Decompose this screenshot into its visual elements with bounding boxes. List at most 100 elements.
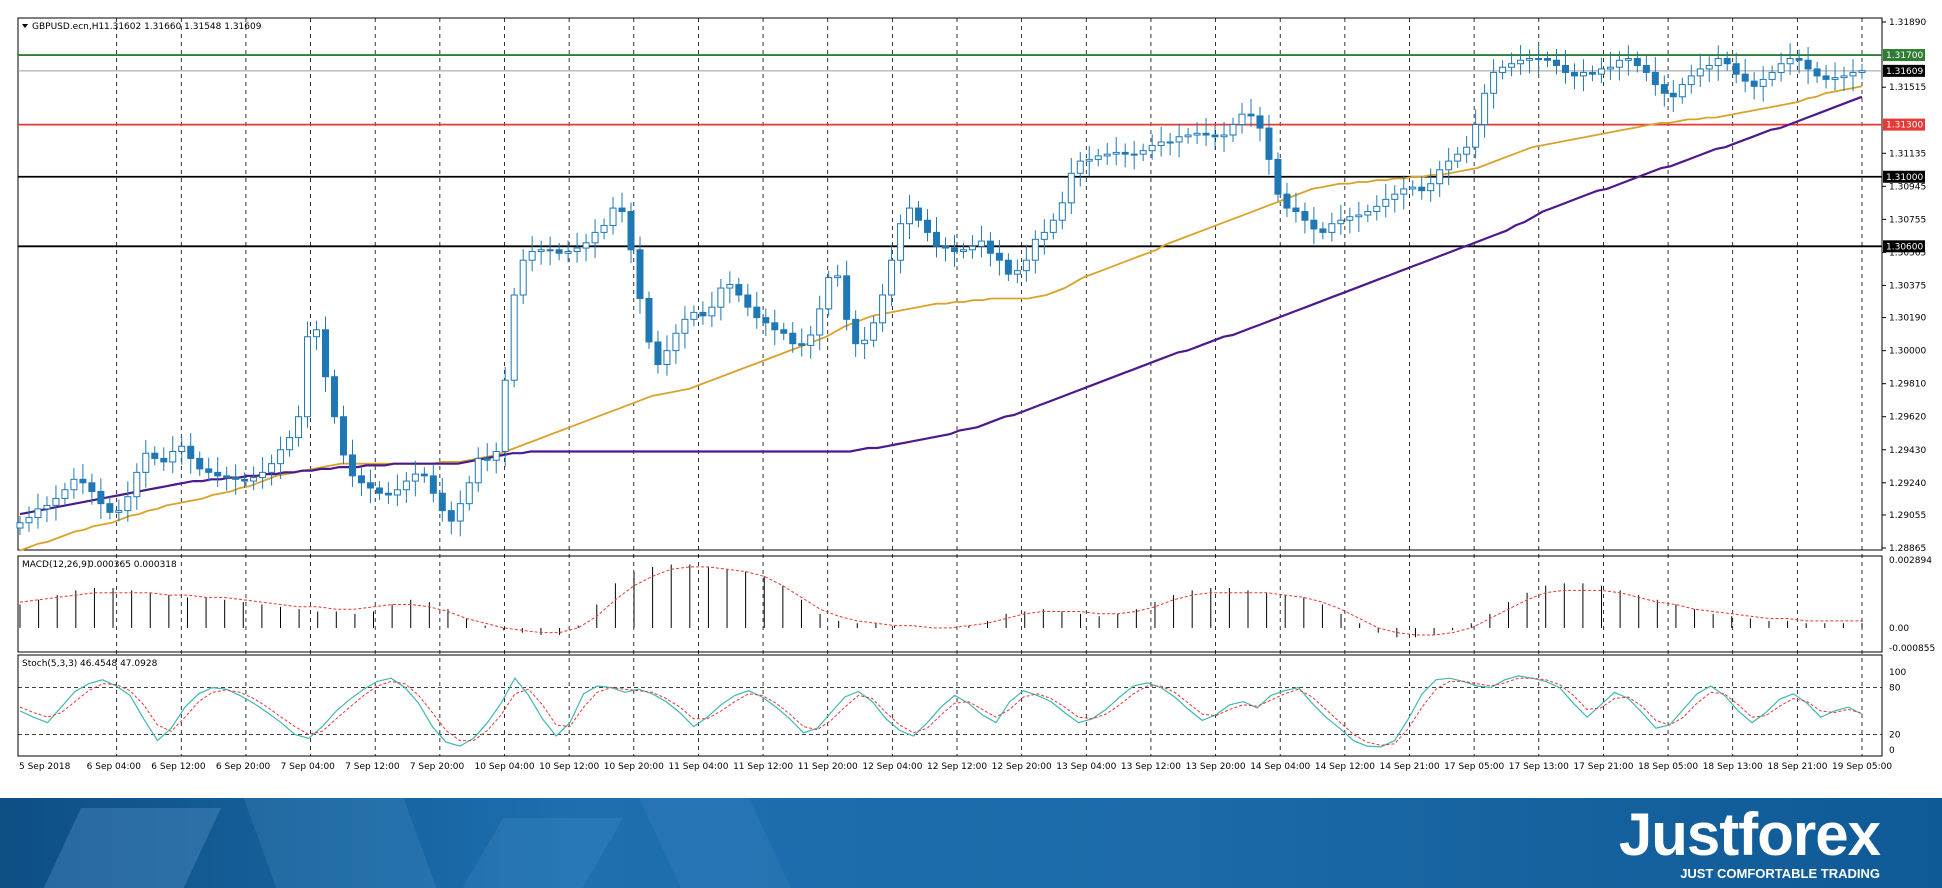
candle-body (834, 275, 842, 279)
price-level-tag-text: 1.31700 (1886, 51, 1923, 61)
candle-body (286, 437, 294, 451)
stoch-values: 46.4548 47.0928 (80, 659, 158, 669)
candle-body (1678, 84, 1686, 98)
candle-body (1508, 63, 1516, 68)
candle-body (600, 224, 608, 233)
banner-decoration (239, 798, 441, 888)
candle-body (1121, 151, 1129, 155)
candle-body (681, 318, 689, 334)
candle-body (1193, 132, 1201, 136)
stoch-k-line (19, 675, 1863, 748)
candle-body (1094, 155, 1102, 160)
macd-tick-label: -0.000855 (1889, 644, 1935, 654)
candle-body (1238, 113, 1246, 126)
candle-body (780, 329, 788, 334)
candle-body (151, 452, 159, 459)
candle-body (564, 251, 572, 254)
price-tick-label: 1.31135 (1889, 149, 1926, 159)
candle-body (241, 478, 249, 482)
candle-body (1777, 63, 1785, 73)
candle-body (1642, 64, 1650, 73)
time-tick-label: 10 Sep 04:00 (475, 762, 535, 772)
candle-body (1732, 63, 1740, 75)
candle-body (1301, 211, 1309, 221)
candle-body (456, 503, 464, 522)
macd-panel (17, 555, 1883, 653)
candle-body (933, 231, 941, 247)
candle-body (1148, 144, 1156, 152)
price-level-tag (1883, 240, 1925, 253)
candle-body (1049, 219, 1057, 233)
candle-body (510, 294, 518, 381)
candle-body (214, 471, 222, 477)
candle-body (1472, 124, 1480, 148)
price-tick-label: 1.30565 (1889, 248, 1926, 258)
candle-body (1831, 77, 1839, 80)
candle-body (699, 311, 707, 317)
macd-name: MACD(12,26,9) (22, 560, 90, 570)
price-tick-label: 1.29055 (1889, 511, 1926, 521)
time-tick-label: 12 Sep 20:00 (992, 762, 1052, 772)
stoch-panel (17, 654, 1883, 757)
time-tick-label: 13 Sep 20:00 (1186, 762, 1246, 772)
candle-body (447, 510, 455, 522)
price-tick-label: 1.30375 (1889, 281, 1926, 291)
candle-body (1544, 58, 1552, 61)
candle-body (1130, 153, 1138, 156)
candle-body (1211, 134, 1219, 138)
banner-decoration (456, 818, 624, 888)
candle-body (169, 450, 177, 463)
candle-body (1750, 80, 1758, 87)
candle-body (672, 332, 680, 352)
candle-body (1184, 134, 1192, 138)
stoch-tick-label: 100 (1889, 668, 1906, 678)
candle-body (79, 478, 87, 484)
candle-body (654, 341, 662, 366)
candle-body (1427, 183, 1435, 192)
candle-body (968, 245, 976, 251)
candle-body (1786, 58, 1794, 65)
candle-body (1624, 58, 1632, 61)
candle-body (546, 249, 554, 252)
ma-fast-line (19, 85, 1863, 552)
candle-body (591, 231, 599, 244)
candle-body (1400, 188, 1408, 195)
candle-body (1139, 150, 1147, 155)
time-tick-label: 19 Sep 05:00 (1832, 762, 1892, 772)
candle-body (1247, 113, 1255, 117)
brand-banner: Justforex JUST COMFORTABLE TRADING (0, 798, 1942, 888)
candle-body (411, 473, 419, 482)
candle-body (636, 249, 644, 299)
price-tick-label: 1.29240 (1889, 479, 1926, 489)
dropdown-triangle-icon[interactable] (22, 24, 28, 28)
candle-body (915, 207, 923, 221)
candle-body (888, 259, 896, 296)
time-tick-label: 17 Sep 13:00 (1509, 762, 1569, 772)
candle-body (1175, 136, 1183, 143)
candle-body (429, 475, 437, 494)
candle-body (1265, 127, 1273, 160)
candle-body (1310, 219, 1318, 230)
candle-body (384, 492, 392, 496)
candle-body (1597, 68, 1605, 75)
time-tick-label: 6 Sep 12:00 (151, 762, 206, 772)
candle-body (1606, 66, 1614, 70)
candle-body (1822, 75, 1830, 80)
candle-body (232, 477, 240, 480)
candle-body (1346, 216, 1354, 221)
candle-body (375, 487, 383, 494)
candle-body (16, 522, 24, 529)
time-tick-label: 10 Sep 12:00 (539, 762, 599, 772)
time-tick-label: 6 Sep 20:00 (216, 762, 271, 772)
brand-logo: Justforex (1618, 801, 1881, 868)
candle-body (1660, 84, 1668, 94)
price-axis: 1.31890 1.31515 1.31135 1.30945 1.30755 1.305… (1882, 18, 1926, 554)
stochastic-lines (18, 675, 1882, 748)
candle-body (366, 482, 374, 489)
candle-body (1813, 68, 1821, 77)
price-tick-label: 1.31515 (1889, 83, 1926, 93)
candle-body (492, 450, 500, 461)
ohlc-values: 1.31602 1.31660 1.31548 1.31609 (104, 22, 262, 32)
candle-body (1481, 92, 1489, 126)
candle-body (816, 308, 824, 336)
